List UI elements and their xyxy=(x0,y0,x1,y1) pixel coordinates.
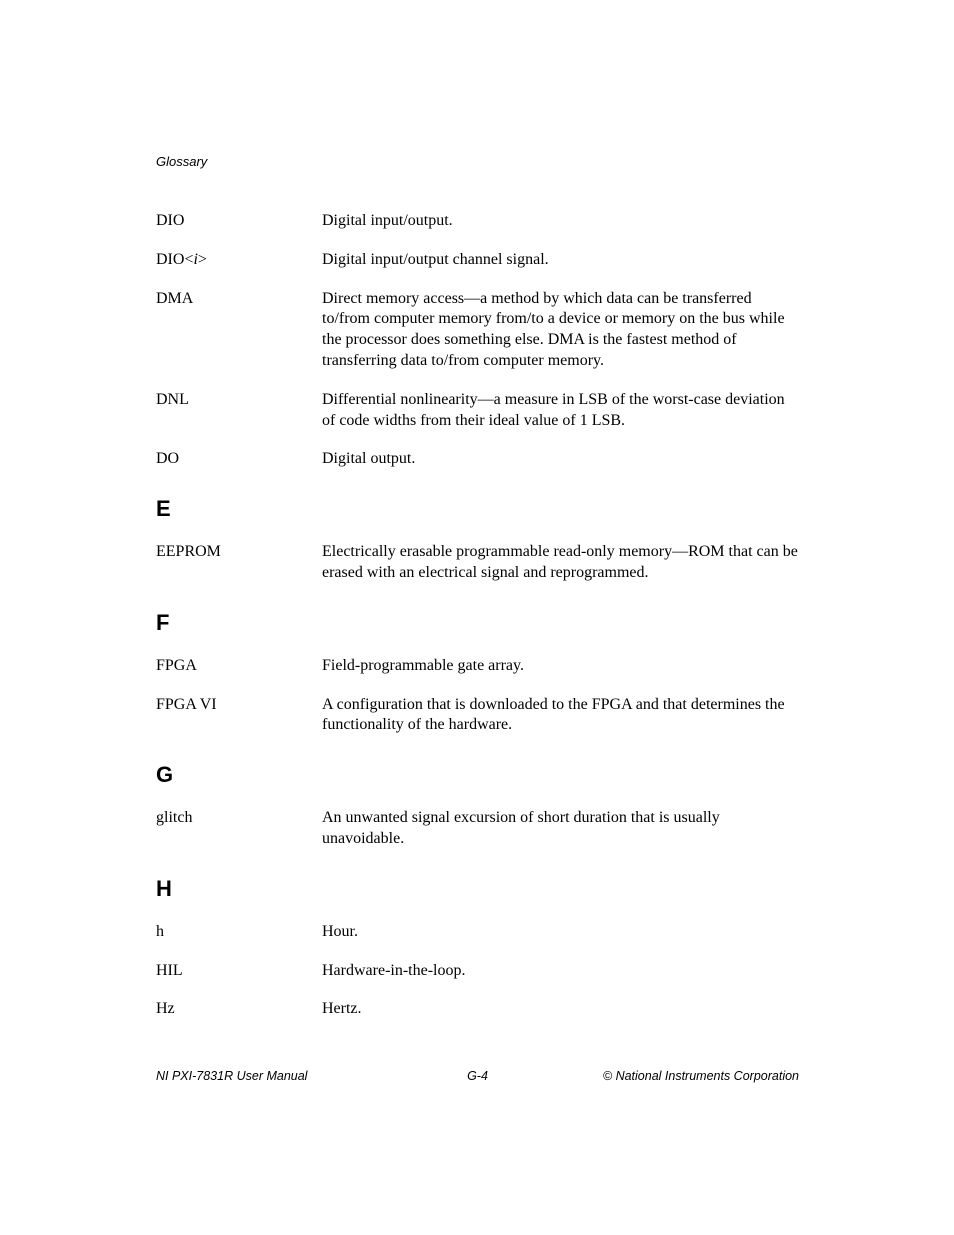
glossary-definition: Differential nonlinearity—a measure in L… xyxy=(322,390,799,432)
glossary-term: HIL xyxy=(156,961,322,982)
section-heading-f: F xyxy=(156,610,799,636)
section-heading-e: E xyxy=(156,496,799,522)
page-footer: NI PXI-7831R User Manual G-4 © National … xyxy=(156,1069,799,1083)
glossary-entry: DIO Digital input/output. xyxy=(156,211,799,232)
glossary-term: h xyxy=(156,922,322,943)
glossary-entry: FPGA Field-programmable gate array. xyxy=(156,656,799,677)
glossary-entry: Hz Hertz. xyxy=(156,999,799,1020)
glossary-term: DNL xyxy=(156,390,322,411)
glossary-definition: Digital input/output channel signal. xyxy=(322,250,799,271)
glossary-definition: Field-programmable gate array. xyxy=(322,656,799,677)
glossary-term: FPGA VI xyxy=(156,695,322,716)
section-heading-g: G xyxy=(156,762,799,788)
glossary-definition: Hardware-in-the-loop. xyxy=(322,961,799,982)
glossary-term: Hz xyxy=(156,999,322,1020)
glossary-entry: DO Digital output. xyxy=(156,449,799,470)
glossary-entry: DIO<i> Digital input/output channel sign… xyxy=(156,250,799,271)
glossary-definition: Electrically erasable programmable read-… xyxy=(322,542,799,584)
glossary-term: DIO<i> xyxy=(156,250,322,271)
section-heading-h: H xyxy=(156,876,799,902)
glossary-entry: DMA Direct memory access—a method by whi… xyxy=(156,289,799,372)
glossary-definition: Hertz. xyxy=(322,999,799,1020)
glossary-definition: Digital output. xyxy=(322,449,799,470)
glossary-term: DO xyxy=(156,449,322,470)
glossary-term: FPGA xyxy=(156,656,322,677)
glossary-definition: Digital input/output. xyxy=(322,211,799,232)
glossary-definition: Direct memory access—a method by which d… xyxy=(322,289,799,372)
footer-left: NI PXI-7831R User Manual xyxy=(156,1069,307,1083)
glossary-term: EEPROM xyxy=(156,542,322,563)
glossary-definition: Hour. xyxy=(322,922,799,943)
glossary-entry: glitch An unwanted signal excursion of s… xyxy=(156,808,799,850)
glossary-entry: FPGA VI A configuration that is download… xyxy=(156,695,799,737)
glossary-entry: DNL Differential nonlinearity—a measure … xyxy=(156,390,799,432)
glossary-definition: An unwanted signal excursion of short du… xyxy=(322,808,799,850)
glossary-entry: HIL Hardware-in-the-loop. xyxy=(156,961,799,982)
page-header: Glossary xyxy=(156,154,799,169)
glossary-term: glitch xyxy=(156,808,322,829)
glossary-entry: h Hour. xyxy=(156,922,799,943)
glossary-entry: EEPROM Electrically erasable programmabl… xyxy=(156,542,799,584)
footer-right: © National Instruments Corporation xyxy=(603,1069,799,1083)
glossary-definition: A configuration that is downloaded to th… xyxy=(322,695,799,737)
glossary-term: DMA xyxy=(156,289,322,310)
glossary-term: DIO xyxy=(156,211,322,232)
footer-page-number: G-4 xyxy=(467,1069,488,1083)
page-container: Glossary DIO Digital input/output. DIO<i… xyxy=(0,0,954,1235)
